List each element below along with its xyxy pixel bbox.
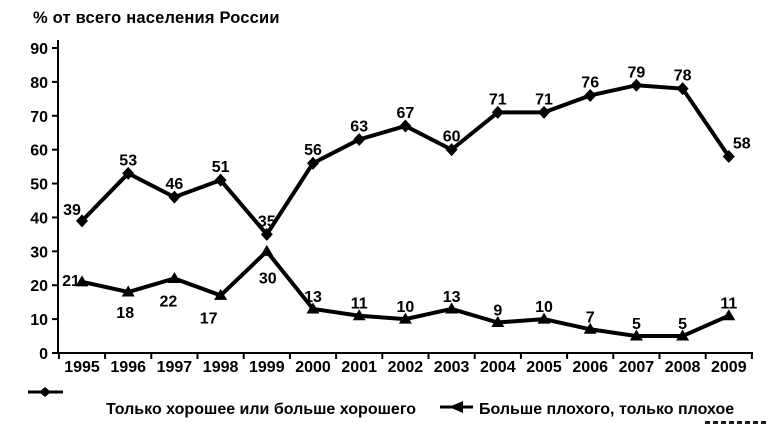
x-axis-label: 1996 <box>110 359 146 376</box>
value-label: 58 <box>733 135 751 152</box>
diamond-marker <box>445 143 458 157</box>
triangle-marker <box>167 271 181 283</box>
value-label: 71 <box>535 91 553 108</box>
y-axis-label: 10 <box>30 312 48 329</box>
triangle-marker <box>537 312 551 324</box>
value-label: 67 <box>397 105 415 122</box>
y-axis-label: 0 <box>39 346 48 363</box>
value-label: 7 <box>586 309 595 326</box>
value-label: 17 <box>200 310 218 327</box>
diamond-marker <box>722 149 735 163</box>
legend-marker-triangle <box>439 400 475 419</box>
legend-label-bad: Больше плохого, только плохое <box>479 401 735 418</box>
y-axis-label: 50 <box>30 177 48 194</box>
diamond-marker <box>214 173 227 187</box>
y-axis-label: 20 <box>30 278 48 295</box>
triangle-marker <box>722 309 736 321</box>
diamond-marker <box>630 78 643 92</box>
y-axis-label: 70 <box>30 109 48 126</box>
diamond-marker <box>307 156 319 170</box>
diamond-marker <box>491 105 504 119</box>
value-label: 10 <box>535 299 553 316</box>
x-axis-label: 1999 <box>249 359 285 376</box>
value-label: 30 <box>259 270 277 287</box>
triangle-marker <box>260 244 274 256</box>
x-axis-label: 2007 <box>619 359 655 376</box>
legend-marker-diamond <box>27 385 67 403</box>
y-axis-label: 80 <box>30 75 48 92</box>
chart-title: % от всего населения России <box>33 9 280 27</box>
value-label: 11 <box>720 296 737 313</box>
triangle-marker <box>583 322 597 334</box>
value-label: 5 <box>632 316 641 333</box>
x-axis-label: 2002 <box>388 359 424 376</box>
y-axis-label: 90 <box>30 41 48 58</box>
value-label: 21 <box>62 273 80 290</box>
value-label: 13 <box>443 289 461 306</box>
diamond-marker <box>76 214 88 228</box>
value-label: 13 <box>304 289 322 306</box>
value-label: 11 <box>351 296 368 313</box>
triangle-marker <box>352 309 366 321</box>
triangle-marker <box>398 312 412 324</box>
x-axis-label: 2000 <box>295 359 331 376</box>
diamond-marker <box>353 133 366 146</box>
value-label: 9 <box>493 303 502 320</box>
x-axis-label: 2009 <box>711 359 747 376</box>
diamond-marker <box>584 88 597 102</box>
x-axis-label: 1998 <box>203 359 239 376</box>
value-label: 51 <box>212 159 230 176</box>
value-label: 79 <box>628 64 646 81</box>
scan-artifact-dashes <box>705 421 767 424</box>
value-label: 10 <box>397 299 415 316</box>
value-label: 18 <box>116 305 134 322</box>
x-axis-label: 2006 <box>572 359 608 376</box>
value-label: 53 <box>119 152 137 169</box>
x-axis-label: 2001 <box>341 359 377 376</box>
triangle-marker <box>445 302 459 314</box>
value-label: 60 <box>443 129 461 146</box>
value-label: 46 <box>166 176 184 193</box>
triangle-marker <box>676 329 690 341</box>
value-label: 63 <box>350 119 368 136</box>
diamond-marker <box>399 119 412 133</box>
y-axis-label: 30 <box>30 244 48 261</box>
triangle-marker <box>121 285 135 297</box>
value-label: 39 <box>63 202 81 219</box>
x-axis-label: 1995 <box>64 359 100 376</box>
value-label: 5 <box>678 316 687 333</box>
diamond-marker <box>168 190 181 204</box>
legend-label-good: Только хорошее или больше хорошего <box>106 401 417 418</box>
value-label: 22 <box>160 293 178 310</box>
y-axis-label: 40 <box>30 210 48 227</box>
diamond-marker <box>676 82 689 96</box>
x-axis-label: 2003 <box>434 359 470 376</box>
triangle-marker <box>214 288 228 300</box>
x-axis-label: 2005 <box>526 359 562 376</box>
value-label: 71 <box>489 91 507 108</box>
x-axis-label: 1997 <box>157 359 193 376</box>
diamond-marker <box>538 105 550 119</box>
x-axis-label: 2008 <box>665 359 701 376</box>
diamond-marker <box>260 227 273 241</box>
value-label: 56 <box>304 142 322 159</box>
triangle-marker <box>629 329 643 341</box>
diamond-marker <box>122 166 135 180</box>
y-axis-label: 60 <box>30 143 48 160</box>
value-label: 76 <box>581 74 599 91</box>
value-label: 78 <box>674 68 692 85</box>
triangle-marker <box>306 302 320 314</box>
value-label: 35 <box>258 213 276 230</box>
triangle-line-icon <box>440 401 473 413</box>
triangle-marker <box>75 275 89 287</box>
triangle-marker <box>491 316 505 327</box>
x-axis-label: 2004 <box>480 359 516 376</box>
diamond-line-icon <box>28 387 63 397</box>
